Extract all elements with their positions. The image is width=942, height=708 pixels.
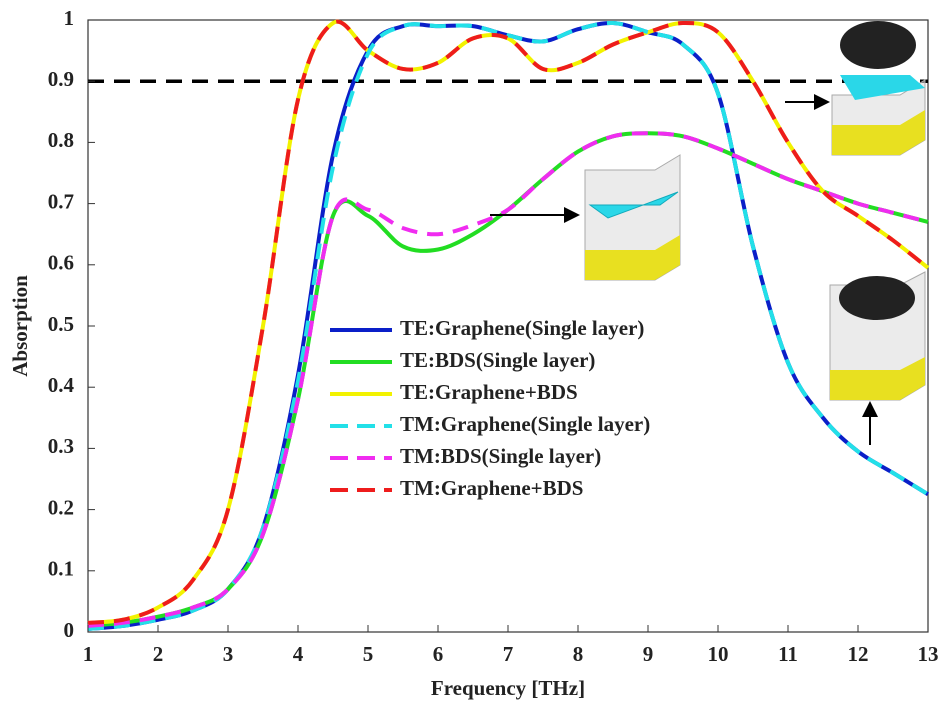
y-tick-label: 0.3 bbox=[48, 434, 74, 458]
plot-area bbox=[87, 19, 930, 631]
legend-label: TE:Graphene+BDS bbox=[400, 380, 578, 404]
legend-label: TM:BDS(Single layer) bbox=[400, 444, 601, 468]
x-tick-label: 7 bbox=[503, 642, 514, 666]
y-tick-label: 0.6 bbox=[48, 251, 74, 275]
x-tick-label: 1 bbox=[83, 642, 94, 666]
y-tick-label: 0 bbox=[64, 618, 75, 642]
x-tick-label: 5 bbox=[363, 642, 374, 666]
x-tick-label: 8 bbox=[573, 642, 584, 666]
x-tick-label: 12 bbox=[848, 642, 869, 666]
series-line bbox=[87, 131, 929, 628]
legend-label: TE:Graphene(Single layer) bbox=[400, 316, 644, 340]
y-axis-label: Absorption bbox=[8, 275, 32, 377]
legend-label: TE:BDS(Single layer) bbox=[400, 348, 595, 372]
inset-bottom bbox=[829, 271, 926, 445]
x-tick-label: 13 bbox=[918, 642, 939, 666]
y-tick-label: 1 bbox=[64, 6, 75, 30]
x-tick-label: 6 bbox=[433, 642, 444, 666]
y-tick-label: 0.2 bbox=[48, 495, 74, 519]
series-line bbox=[87, 19, 930, 625]
x-tick-label: 10 bbox=[708, 642, 729, 666]
x-axis-label: Frequency [THz] bbox=[431, 676, 585, 700]
legend-label: TM:Graphene(Single layer) bbox=[400, 412, 650, 436]
x-tick-label: 3 bbox=[223, 642, 234, 666]
y-tick-label: 0.1 bbox=[48, 557, 74, 581]
inset-middle bbox=[490, 154, 681, 281]
x-tick-label: 11 bbox=[778, 642, 798, 666]
y-tick-label: 0.7 bbox=[48, 189, 74, 213]
y-tick-label: 0.8 bbox=[48, 128, 74, 152]
plot-frame bbox=[87, 19, 929, 633]
y-tick-label: 0.4 bbox=[48, 373, 75, 397]
x-tick-label: 4 bbox=[293, 642, 304, 666]
y-tick-label: 0.5 bbox=[48, 312, 74, 336]
legend-label: TM:Graphene+BDS bbox=[400, 476, 583, 500]
x-tick-label: 9 bbox=[643, 642, 654, 666]
x-tick-label: 2 bbox=[153, 642, 164, 666]
inset-top bbox=[785, 21, 926, 156]
y-tick-label: 0.9 bbox=[48, 67, 74, 91]
